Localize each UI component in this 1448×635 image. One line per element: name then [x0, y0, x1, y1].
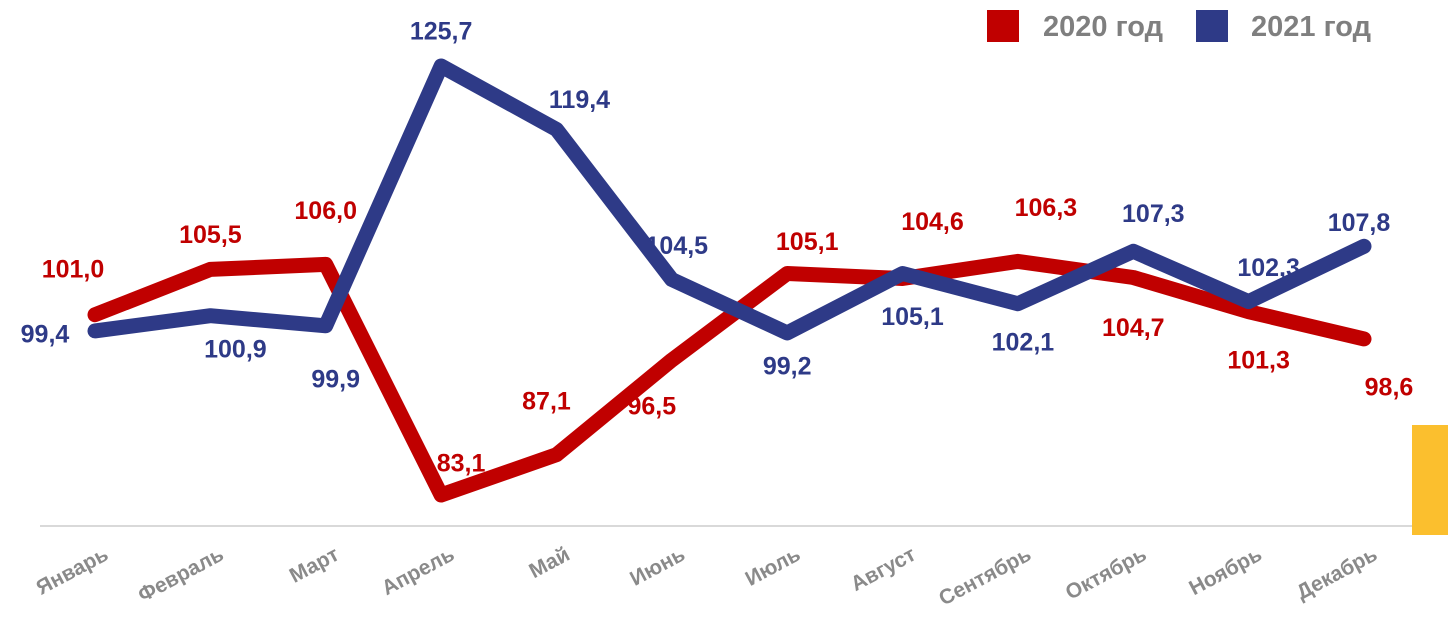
legend-label-2021: 2021 год — [1251, 11, 1371, 43]
data-label: 105,5 — [179, 221, 242, 249]
x-tick-label: Апрель — [378, 543, 458, 600]
legend-swatch-2021 — [1196, 10, 1228, 42]
x-tick-label: Сентябрь — [935, 543, 1035, 611]
data-label: 102,3 — [1237, 254, 1300, 282]
data-label: 104,5 — [646, 232, 709, 260]
data-label: 102,1 — [992, 328, 1055, 356]
x-tick-label: Декабрь — [1293, 543, 1381, 605]
data-label: 99,9 — [311, 365, 360, 393]
data-label: 107,3 — [1122, 200, 1185, 228]
x-tick-label: Октябрь — [1062, 543, 1151, 605]
series-layer — [87, 58, 1372, 503]
legend: 2020 год 2021 год — [987, 10, 1371, 43]
data-label: 96,5 — [627, 393, 676, 421]
data-label: 106,0 — [294, 197, 357, 225]
data-label: 99,2 — [763, 353, 812, 381]
data-label-layer: 101,0 105,5 106,0 83,1 87,1 96,5 105,1 104,6 106… — [21, 18, 1414, 478]
x-tick-label: Март — [286, 543, 343, 588]
accent-bar — [1412, 425, 1448, 535]
data-label: 98,6 — [1365, 374, 1414, 402]
data-label: 104,6 — [901, 208, 964, 236]
x-tick-label: Январь — [33, 543, 113, 600]
x-tick-label: Май — [525, 543, 573, 583]
legend-swatch-2020 — [987, 10, 1019, 42]
series-line-2020-год — [87, 253, 1372, 503]
data-label: 100,9 — [204, 335, 267, 363]
data-label: 119,4 — [549, 86, 610, 114]
x-tick-label: Июль — [742, 543, 805, 591]
data-label: 125,7 — [410, 18, 473, 46]
data-label: 105,1 — [776, 228, 839, 256]
data-label: 105,1 — [881, 303, 944, 331]
series-line-2021-год — [87, 58, 1372, 341]
data-label: 101,3 — [1227, 346, 1290, 374]
data-label: 87,1 — [522, 387, 571, 415]
x-tick-label: Февраль — [134, 543, 227, 607]
data-label: 99,4 — [21, 321, 70, 349]
data-label: 107,8 — [1328, 209, 1391, 237]
data-label: 101,0 — [42, 255, 105, 283]
legend-label-2020: 2020 год — [1043, 11, 1163, 43]
x-tick-label: Ноябрь — [1185, 543, 1265, 600]
data-label: 106,3 — [1015, 194, 1078, 222]
x-tick-label: Июнь — [626, 543, 689, 591]
data-label: 104,7 — [1102, 314, 1165, 342]
x-axis-ticks: Январь Февраль Март Апрель Май Июнь Июль Август… — [33, 543, 1382, 611]
x-tick-label: Август — [847, 543, 920, 596]
data-label: 83,1 — [437, 450, 486, 478]
